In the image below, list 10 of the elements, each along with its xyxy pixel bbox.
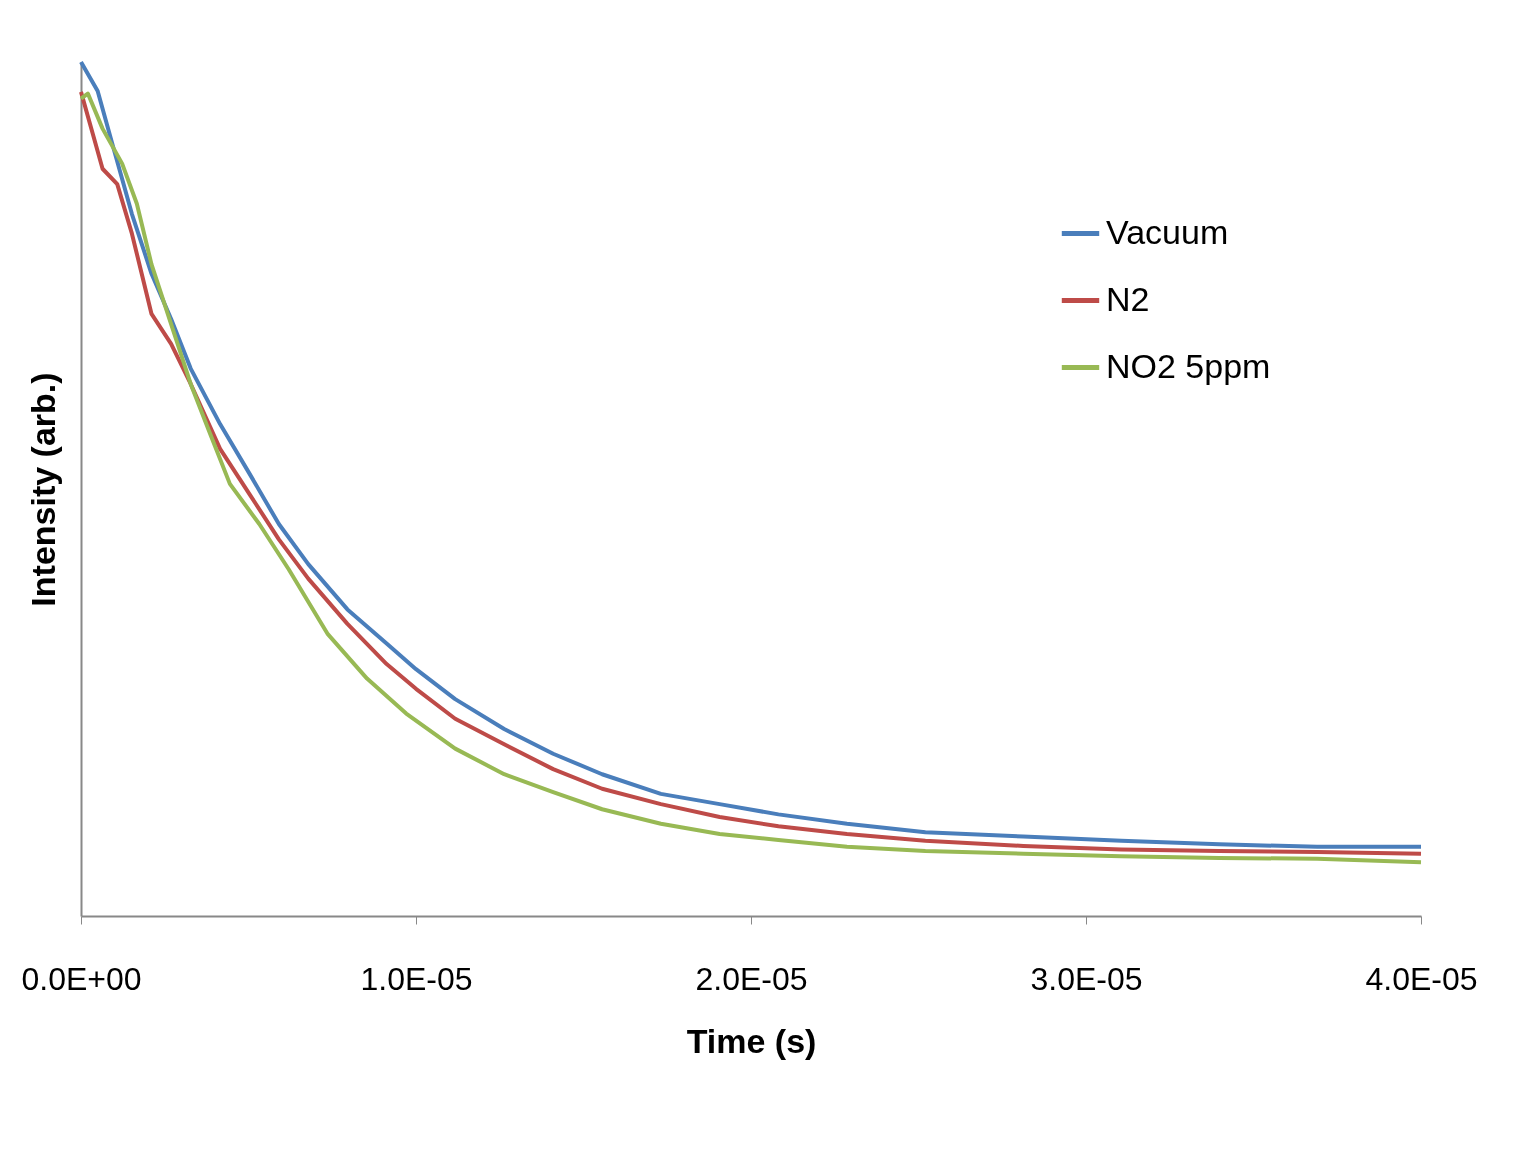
y-axis-title: Intensity (arb.) bbox=[23, 372, 62, 607]
x-tick-label: 1.0E-05 bbox=[360, 960, 473, 997]
x-tick-label: 2.0E-05 bbox=[695, 960, 808, 997]
legend-label: Vacuum bbox=[1106, 212, 1229, 251]
x-tick-label: 3.0E-05 bbox=[1030, 960, 1143, 997]
x-axis-title: Time (s) bbox=[686, 1021, 817, 1060]
x-tick-label: 0.0E+00 bbox=[21, 960, 142, 997]
legend-label: NO2 5ppm bbox=[1106, 346, 1271, 385]
x-tick-label: 4.0E-05 bbox=[1365, 960, 1478, 997]
legend-label: N2 bbox=[1106, 279, 1150, 318]
